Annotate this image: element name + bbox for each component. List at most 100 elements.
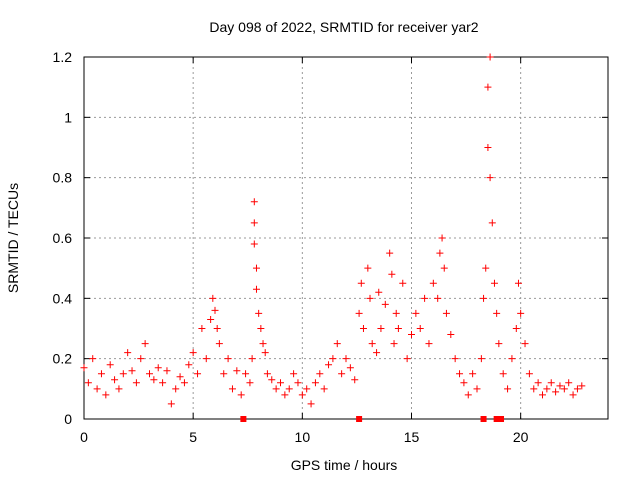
data-point (493, 309, 501, 317)
data-point (477, 355, 485, 363)
x-axis-label: GPS time / hours (291, 457, 398, 473)
data-point (89, 355, 97, 363)
data-point (447, 331, 455, 339)
gap-marker (493, 416, 500, 422)
data-point (530, 385, 538, 393)
data-point (290, 370, 298, 378)
data-point (93, 385, 101, 393)
data-point (294, 379, 302, 387)
data-point (351, 376, 359, 384)
data-point (569, 391, 577, 399)
data-point (124, 349, 132, 357)
data-point (377, 325, 385, 332)
data-point (325, 361, 333, 369)
y-tick-label: 0 (64, 411, 72, 427)
data-point (102, 391, 110, 399)
data-point (364, 264, 372, 272)
data-point (209, 294, 217, 302)
data-point (547, 379, 555, 387)
data-point (525, 370, 533, 378)
data-point (146, 370, 153, 378)
data-point (228, 385, 236, 393)
data-point (425, 340, 433, 348)
data-point (246, 379, 254, 387)
data-point (167, 400, 175, 408)
data-point (346, 364, 354, 372)
x-tick-label: 0 (80, 429, 88, 445)
data-point (521, 340, 529, 348)
data-point (277, 379, 284, 387)
x-tick-label: 15 (404, 429, 420, 445)
data-point (180, 379, 188, 387)
data-point (303, 385, 311, 393)
data-point (373, 349, 381, 357)
data-point (80, 364, 88, 372)
data-point (539, 391, 546, 399)
data-point (508, 355, 516, 363)
data-point (211, 306, 219, 314)
data-point (573, 385, 581, 393)
data-point (499, 370, 507, 378)
data-point (259, 340, 267, 348)
data-point (416, 325, 424, 332)
data-point (261, 349, 269, 357)
data-point (451, 355, 459, 363)
data-point (329, 355, 337, 363)
data-point (495, 340, 503, 348)
data-point (338, 370, 346, 378)
gap-marker (480, 416, 487, 422)
data-point (394, 325, 402, 332)
data-point (172, 385, 180, 393)
data-points (80, 53, 586, 422)
y-tick-label: 0.8 (53, 170, 73, 186)
data-point (390, 340, 398, 348)
data-point (189, 349, 197, 357)
data-point (434, 294, 442, 302)
data-point (442, 309, 450, 317)
data-point (429, 279, 437, 287)
data-point (486, 53, 494, 61)
data-point (202, 355, 210, 363)
data-point (480, 294, 488, 302)
data-point (484, 144, 492, 151)
data-point (357, 279, 365, 287)
data-point (366, 294, 374, 302)
data-point (268, 376, 276, 384)
data-point (464, 391, 472, 399)
data-point (473, 385, 481, 393)
y-axis-label: SRMTID / TECUs (5, 183, 21, 293)
data-point (248, 355, 256, 363)
data-point (386, 249, 394, 257)
data-point (298, 391, 306, 399)
data-point (194, 370, 202, 378)
data-point (375, 288, 383, 296)
data-point (250, 240, 258, 248)
x-tick-label: 5 (189, 429, 197, 445)
data-point (213, 325, 221, 332)
data-point (111, 376, 119, 384)
data-point (311, 379, 319, 387)
data-point (285, 385, 293, 393)
x-axis-ticks: 0 5 10 15 20 (80, 57, 529, 445)
data-point (252, 285, 260, 293)
y-axis-ticks: 0 0.2 0.4 0.6 0.8 1 1.2 (53, 49, 608, 427)
data-point (307, 400, 315, 408)
data-point (486, 174, 494, 182)
data-point (128, 367, 136, 375)
data-point (141, 340, 149, 348)
data-point (97, 370, 105, 378)
data-point (106, 361, 114, 369)
data-point (320, 385, 328, 393)
data-point (504, 385, 512, 393)
data-point (242, 370, 250, 378)
data-point (263, 370, 271, 378)
data-point (436, 249, 444, 257)
data-point (207, 315, 215, 323)
data-point (185, 361, 193, 369)
data-point (84, 379, 92, 387)
data-point (257, 325, 265, 332)
data-point (534, 379, 542, 387)
data-point (250, 198, 258, 206)
data-point (408, 331, 415, 339)
